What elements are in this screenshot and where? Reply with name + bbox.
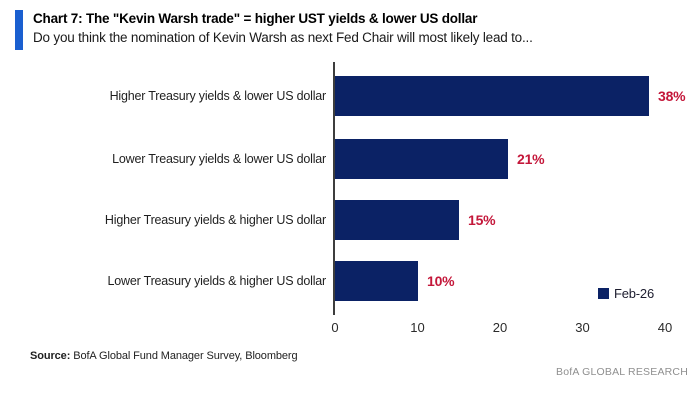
category-label: Higher Treasury yields & lower US dollar — [109, 89, 327, 103]
x-tick-label: 40 — [657, 320, 673, 335]
title-block: Chart 7: The "Kevin Warsh trade" = highe… — [33, 9, 688, 47]
bar — [335, 76, 649, 116]
category-label: Lower Treasury yields & higher US dollar — [107, 274, 327, 288]
x-tick-label: 20 — [492, 320, 508, 335]
value-label: 21% — [517, 151, 545, 167]
source-label: Source: — [30, 350, 71, 362]
legend-label: Feb-26 — [614, 286, 654, 301]
legend-swatch — [598, 288, 609, 299]
bar — [335, 200, 459, 240]
category-label: Higher Treasury yields & higher US dolla… — [104, 213, 326, 227]
source-note: Source: BofA Global Fund Manager Survey,… — [30, 350, 298, 362]
x-tick-label: 30 — [575, 320, 590, 335]
chart-subtitle: Do you think the nomination of Kevin War… — [33, 30, 533, 45]
x-tick-label: 0 — [331, 320, 339, 335]
value-label: 38% — [658, 88, 686, 104]
legend: Feb-26 — [598, 286, 654, 301]
y-axis-line — [333, 62, 335, 315]
source-text: BofA Global Fund Manager Survey, Bloombe… — [70, 350, 298, 362]
bar — [335, 139, 508, 179]
chart-title: Chart 7: The "Kevin Warsh trade" = highe… — [33, 11, 478, 26]
bar — [335, 261, 418, 301]
value-label: 10% — [427, 273, 455, 289]
title-accent-bar — [15, 10, 23, 50]
bar-chart: Higher Treasury yields & lower US dollar… — [0, 62, 696, 342]
brand-mark: BofA GLOBAL RESEARCH — [556, 366, 688, 378]
x-axis-ticks: 0 10 20 30 40 — [0, 320, 696, 338]
category-label: Lower Treasury yields & lower US dollar — [112, 152, 326, 166]
x-tick-label: 10 — [410, 320, 425, 335]
value-label: 15% — [468, 212, 496, 228]
